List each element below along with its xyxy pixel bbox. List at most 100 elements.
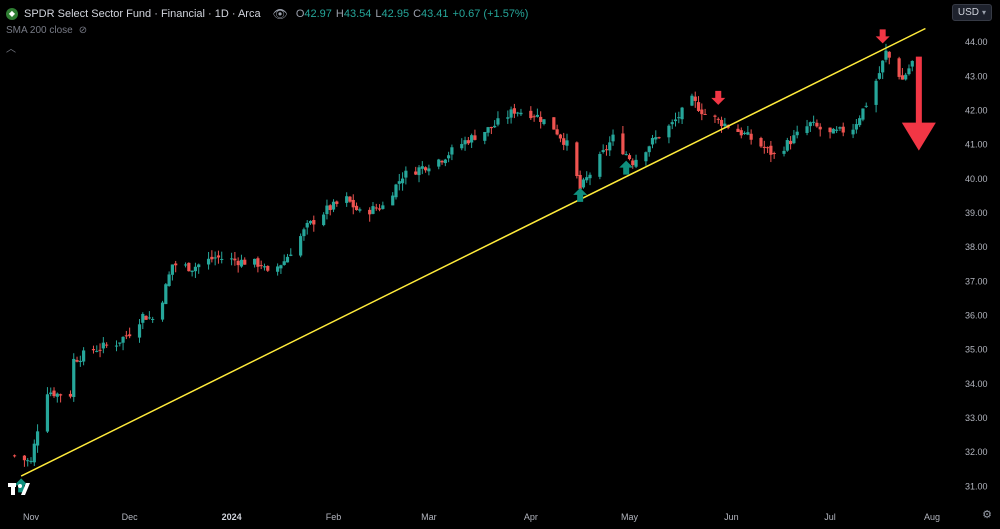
candle-body [742,132,747,134]
candle-body [216,255,221,258]
candle-body [45,394,50,432]
price-axis[interactable]: 31.00 32.00 33.00 34.00 35.00 36.00 37.00 38.00… [965,37,988,491]
time-axis[interactable]: Nov Dec 2024 Feb Mar Apr May Jun Jul Aug [23,512,940,522]
candle-body [26,460,30,462]
trendline-layer[interactable] [20,27,926,477]
candle-body [812,121,816,123]
candle-body [374,207,378,209]
candle-body [12,455,17,457]
candle-body [279,265,283,269]
chevron-up-icon[interactable]: ︿ [6,44,16,55]
symbol-logo-icon[interactable]: ◆ [6,8,18,20]
candle-body [114,345,119,347]
candle-body [519,112,523,115]
candle-body [266,265,270,271]
candle-body [588,174,592,179]
candle-body [423,167,428,171]
candle-body [190,270,194,272]
candle-body [539,116,543,122]
y-tick-label: 40.00 [965,174,988,184]
y-tick-label: 32.00 [965,447,988,457]
candle-body [331,201,336,210]
candle-body [864,105,868,107]
candle-body [723,123,727,127]
x-tick-label: May [621,512,639,522]
candle-body [147,317,151,319]
candle-body [631,160,635,166]
candle-body [58,394,63,396]
candle-body [52,390,56,397]
candle-body [220,258,224,260]
candle-body [677,117,681,119]
candle-body [197,264,201,268]
candle-body [259,265,263,267]
candle-body [32,443,36,463]
y-tick-label: 39.00 [965,208,988,218]
candle-body [581,179,586,188]
candle-body [881,60,885,73]
candle-body [696,102,701,111]
candles [12,43,914,467]
ohlc-values: O42.97 H43.54 L42.95 C43.41 +0.67 (+1.57… [295,8,529,20]
y-tick-label: 38.00 [965,242,988,252]
candle-body [657,137,661,139]
trendline[interactable] [20,27,926,477]
candle-body [368,209,372,215]
candle-body [782,150,786,154]
tradingview-logo-icon[interactable] [8,483,30,497]
candle-body [381,205,385,209]
candle-body [427,168,431,172]
candle-body [838,127,842,129]
candle-body [772,153,776,155]
candle-body [371,206,375,214]
indicator-label[interactable]: SMA 200 close [6,24,73,36]
candle-body [322,214,326,226]
candle-body [414,171,418,175]
candle-body [493,125,497,128]
candle-body [473,135,477,140]
candle-body [670,122,674,125]
candle-body [627,155,632,160]
candle-body [354,205,359,211]
candle-body [121,336,125,343]
candle-body [183,264,188,266]
eye-off-icon[interactable]: 👁 [272,7,288,21]
candle-body [420,166,424,169]
x-tick-label: Aug [924,512,940,522]
candle-body [736,128,740,132]
y-tick-label: 36.00 [965,311,988,321]
symbol-title[interactable]: SPDR Select Sector Fund · Financial · 1D… [24,8,261,20]
candle-body [529,110,533,119]
currency-select[interactable]: USD ▾ [951,4,992,21]
candle-body [345,196,349,203]
candle-body [187,262,191,272]
candle-body [851,129,855,135]
arrow-down-icon [875,29,890,44]
candle-body [91,349,96,351]
candle-body [585,177,589,181]
y-tick-label: 43.00 [965,71,988,81]
gear-icon[interactable]: ⚙ [982,509,992,521]
y-tick-label: 41.00 [965,140,988,150]
candle-body [276,266,280,272]
candle-body [601,150,605,153]
candle-body [858,118,862,126]
candle-body [542,119,546,124]
candle-body [713,115,717,117]
candle-body [308,220,313,224]
candle-body [644,152,648,162]
candle-body [877,73,881,79]
y-tick-label: 42.00 [965,106,988,116]
candle-body [210,256,214,260]
indicator-legend[interactable]: SMA 200 close ⊘ [6,23,87,37]
candle-body [460,144,464,149]
candle-body [808,122,812,127]
candle-body [236,260,240,266]
candle-body [693,96,697,101]
candle-body [213,257,217,259]
candle-body [174,263,178,266]
candle-body [759,138,763,147]
hidden-eye-icon[interactable]: ⊘ [78,24,88,36]
